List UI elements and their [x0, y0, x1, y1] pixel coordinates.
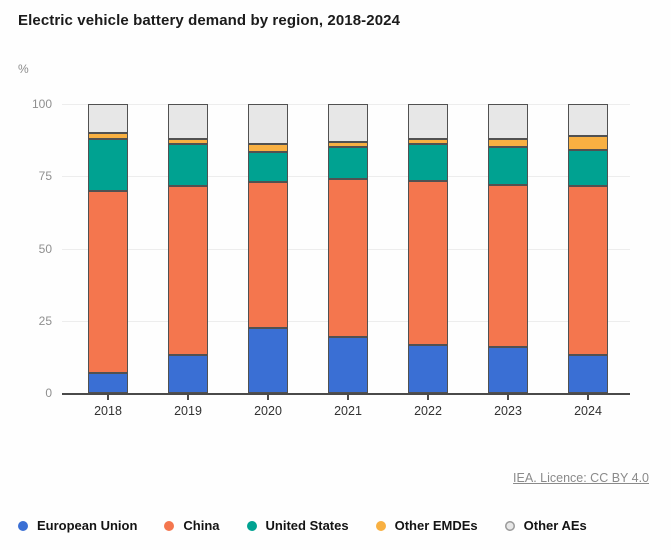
bar-segment-european-union-2022[interactable]: [408, 345, 448, 393]
bar-segment-china-2022[interactable]: [408, 180, 448, 346]
x-axis-tick-2024: [587, 395, 589, 400]
x-tick-label-2023: 2023: [494, 404, 522, 418]
bar-2018[interactable]: [88, 104, 128, 393]
legend-label-china: China: [183, 518, 220, 533]
bar-segment-other-aes-2023[interactable]: [488, 104, 528, 139]
bar-segment-other-emdes-2019[interactable]: [168, 138, 208, 145]
x-tick-label-2018: 2018: [94, 404, 122, 418]
bar-segment-united-states-2020[interactable]: [248, 151, 288, 183]
bar-segment-china-2019[interactable]: [168, 186, 208, 356]
bar-segment-united-states-2023[interactable]: [488, 147, 528, 185]
bar-segment-other-emdes-2020[interactable]: [248, 144, 288, 152]
bar-segment-other-aes-2018[interactable]: [88, 104, 128, 133]
legend-dot-united-states: [246, 520, 257, 531]
bar-segment-united-states-2018[interactable]: [88, 138, 128, 191]
x-axis-tick-2019: [187, 395, 189, 400]
bar-segment-other-emdes-2021[interactable]: [328, 141, 368, 148]
bar-segment-other-aes-2024[interactable]: [568, 104, 608, 136]
legend-dot-european-union: [18, 520, 28, 531]
bar-segment-china-2023[interactable]: [488, 184, 528, 347]
bar-segment-other-aes-2020[interactable]: [248, 104, 288, 145]
bar-segment-other-aes-2022[interactable]: [408, 104, 448, 139]
bar-segment-united-states-2024[interactable]: [568, 150, 608, 187]
bar-segment-european-union-2023[interactable]: [488, 346, 528, 393]
x-axis-tick-2021: [347, 395, 349, 400]
y-tick-label-75: 75: [38, 169, 52, 184]
y-axis-unit-label: %: [18, 62, 29, 76]
bar-segment-other-emdes-2018[interactable]: [88, 132, 128, 139]
bar-segment-other-emdes-2024[interactable]: [568, 135, 608, 151]
y-tick-label-25: 25: [38, 313, 52, 328]
bar-segment-china-2018[interactable]: [88, 190, 128, 373]
bar-2022[interactable]: [408, 104, 448, 393]
bar-segment-other-aes-2021[interactable]: [328, 104, 368, 142]
bar-segment-european-union-2024[interactable]: [568, 355, 608, 393]
bar-segment-united-states-2022[interactable]: [408, 144, 448, 181]
chart-title: Electric vehicle battery demand by regio…: [18, 12, 401, 29]
y-tick-label-50: 50: [38, 241, 52, 256]
x-tick-label-2024: 2024: [574, 404, 602, 418]
bar-segment-european-union-2021[interactable]: [328, 336, 368, 393]
bar-2021[interactable]: [328, 104, 368, 393]
bar-segment-european-union-2020[interactable]: [248, 327, 288, 393]
x-axis-tick-2018: [107, 395, 109, 400]
bar-2019[interactable]: [168, 104, 208, 393]
y-tick-label-0: 0: [45, 386, 52, 400]
legend: European Union China United States Other EM…: [18, 518, 587, 533]
bar-segment-china-2024[interactable]: [568, 186, 608, 356]
legend-label-other-aes: Other AEs: [523, 518, 587, 533]
legend-item-other-aes[interactable]: Other AEs: [504, 518, 587, 533]
legend-item-european-union[interactable]: European Union: [18, 518, 137, 533]
legend-dot-china: [164, 520, 175, 531]
bar-2023[interactable]: [488, 104, 528, 393]
x-axis-tick-2020: [267, 395, 269, 400]
bar-segment-european-union-2018[interactable]: [88, 372, 128, 393]
x-tick-label-2020: 2020: [254, 404, 282, 418]
bar-segment-other-aes-2019[interactable]: [168, 104, 208, 139]
x-axis-tick-2022: [427, 395, 429, 400]
x-tick-label-2021: 2021: [334, 404, 362, 418]
legend-label-other-emdes: Other EMDEs: [394, 518, 478, 533]
attribution-link[interactable]: IEA. Licence: CC BY 4.0: [513, 471, 649, 485]
bar-2024[interactable]: [568, 104, 608, 393]
bar-segment-united-states-2021[interactable]: [328, 147, 368, 180]
bar-segment-other-emdes-2022[interactable]: [408, 138, 448, 145]
legend-dot-other-aes: [504, 520, 515, 531]
legend-label-european-union: European Union: [37, 518, 138, 533]
y-tick-label-100: 100: [31, 97, 52, 111]
legend-item-other-emdes[interactable]: Other EMDEs: [375, 518, 478, 533]
bar-segment-other-emdes-2023[interactable]: [488, 138, 528, 148]
bar-2020[interactable]: [248, 104, 288, 393]
bar-segment-european-union-2019[interactable]: [168, 355, 208, 393]
plot-area: 0 25 50 75 100 2018 2019 2020 2021 2022 2023 2024: [32, 97, 630, 418]
x-tick-label-2019: 2019: [174, 404, 202, 418]
x-tick-label-2022: 2022: [414, 404, 442, 418]
x-axis-tick-2023: [507, 395, 509, 400]
legend-item-united-states[interactable]: United States: [246, 518, 349, 533]
legend-label-united-states: United States: [265, 518, 349, 533]
legend-item-china[interactable]: China: [164, 518, 220, 533]
bar-segment-china-2020[interactable]: [248, 182, 288, 328]
legend-dot-other-emdes: [375, 520, 386, 531]
bar-segment-united-states-2019[interactable]: [168, 144, 208, 187]
bar-segment-china-2021[interactable]: [328, 179, 368, 337]
